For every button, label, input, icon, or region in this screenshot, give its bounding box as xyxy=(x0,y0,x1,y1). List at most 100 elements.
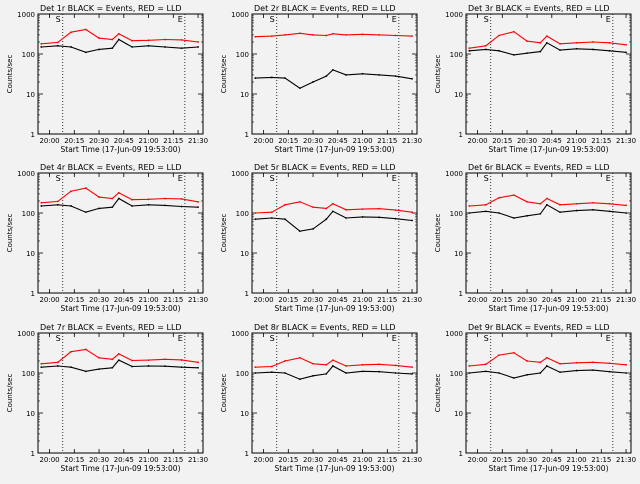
y-tick-label: 1 xyxy=(245,290,249,298)
data-point-events xyxy=(526,214,528,217)
x-tick-label: 21:15 xyxy=(377,137,397,145)
x-tick-label: 20:45 xyxy=(542,456,562,464)
data-point-lld xyxy=(312,34,314,36)
data-point-events xyxy=(625,51,627,54)
x-tick-label: 20:45 xyxy=(328,137,348,145)
data-point-lld xyxy=(512,351,515,354)
data-point-lld xyxy=(526,40,528,43)
data-point-events xyxy=(164,204,166,207)
x-tick-label: 21:30 xyxy=(616,296,636,304)
data-point-events xyxy=(625,372,627,374)
y-tick-label: 100 xyxy=(450,370,463,378)
x-tick-label: 21:00 xyxy=(566,456,586,464)
data-point-events xyxy=(131,205,133,207)
data-point-events xyxy=(484,48,487,51)
data-point-lld xyxy=(498,196,500,199)
x-tick-label: 21:15 xyxy=(591,296,611,304)
series-line-lld xyxy=(469,31,627,49)
data-point-events xyxy=(164,365,166,368)
series-line-lld xyxy=(41,348,199,365)
data-point-events xyxy=(394,217,397,220)
x-tick-label: 20:00 xyxy=(39,137,59,145)
chart-title: Det 9r BLACK = Events, RED = LLD xyxy=(468,323,610,332)
data-point-lld xyxy=(325,363,328,366)
x-tick-label: 21:15 xyxy=(163,296,183,304)
x-tick-label: 20:00 xyxy=(467,296,487,304)
data-point-events xyxy=(70,366,72,369)
data-point-events xyxy=(331,365,334,367)
data-point-events xyxy=(361,370,364,373)
data-point-lld xyxy=(498,354,500,357)
x-tick-label: 20:45 xyxy=(542,296,562,304)
series-line-events xyxy=(41,38,199,53)
data-point-lld xyxy=(117,191,120,194)
x-axis-label: Start Time (17-Jun-09 19:53:00) xyxy=(489,304,609,313)
data-point-events xyxy=(270,217,273,219)
data-point-lld xyxy=(312,362,314,365)
data-point-lld xyxy=(84,187,87,189)
series-line-events xyxy=(255,210,413,232)
data-point-lld xyxy=(545,197,548,200)
x-tick-label: 21:00 xyxy=(138,456,158,464)
data-point-events xyxy=(131,365,133,368)
data-point-events xyxy=(411,372,413,375)
data-point-events xyxy=(284,77,286,79)
y-tick-label: 10 xyxy=(26,410,35,418)
x-tick-label: 21:00 xyxy=(138,137,158,145)
plot-frame xyxy=(37,172,204,294)
data-point-lld xyxy=(98,356,100,359)
data-point-events xyxy=(608,49,611,52)
chart-panel-6: Det 6r BLACK = Events, RED = LLD S E 20:00 2… xyxy=(434,163,636,313)
chart-panel-9: Det 9r BLACK = Events, RED = LLD S E 20:00 2… xyxy=(434,323,636,473)
y-tick-label: 1000 xyxy=(17,11,35,19)
chart-title: Det 3r BLACK = Events, RED = LLD xyxy=(468,4,610,13)
data-point-lld xyxy=(559,203,561,206)
data-point-events xyxy=(298,230,301,233)
data-point-lld xyxy=(111,197,114,200)
x-tick-label: 20:45 xyxy=(114,456,134,464)
y-axis-label: Counts/sec xyxy=(434,374,442,413)
data-point-lld xyxy=(131,198,133,201)
y-tick-label: 100 xyxy=(22,51,35,59)
x-tick-label: 20:15 xyxy=(278,137,298,145)
marker-label: S xyxy=(270,15,275,24)
data-point-lld xyxy=(468,205,471,207)
x-tick-label: 21:00 xyxy=(138,296,158,304)
data-point-events xyxy=(539,212,542,215)
data-point-events xyxy=(98,368,100,371)
data-point-lld xyxy=(147,198,150,201)
series-line-events xyxy=(41,359,199,372)
data-point-lld xyxy=(608,202,611,205)
data-point-lld xyxy=(592,361,594,364)
x-tick-label: 21:30 xyxy=(616,137,636,145)
x-tick-label: 20:15 xyxy=(492,296,512,304)
plot-frame xyxy=(251,13,418,135)
x-tick-label: 20:45 xyxy=(542,137,562,145)
data-point-events xyxy=(468,372,471,374)
data-point-lld xyxy=(361,208,364,211)
plot-frame xyxy=(465,332,632,454)
chart-title: Det 2r BLACK = Events, RED = LLD xyxy=(254,4,396,13)
data-point-events xyxy=(394,372,397,374)
data-point-events xyxy=(298,87,301,90)
data-point-lld xyxy=(270,211,273,214)
data-point-events xyxy=(345,74,347,76)
x-tick-label: 20:00 xyxy=(39,456,59,464)
data-point-lld xyxy=(608,41,611,44)
data-point-events xyxy=(526,373,528,376)
data-point-events xyxy=(298,378,301,381)
data-point-lld xyxy=(147,359,150,362)
chart-title: Det 8r BLACK = Events, RED = LLD xyxy=(254,323,396,332)
data-point-events xyxy=(394,75,397,78)
data-point-lld xyxy=(164,197,166,200)
x-axis-label: Start Time (17-Jun-09 19:53:00) xyxy=(61,464,181,473)
series-line-lld xyxy=(469,352,627,367)
plot-frame xyxy=(37,13,204,135)
data-point-lld xyxy=(197,200,199,203)
x-tick-label: 21:00 xyxy=(566,296,586,304)
marker-label: E xyxy=(392,15,397,24)
data-point-lld xyxy=(56,200,59,203)
data-point-events xyxy=(608,370,611,373)
data-point-lld xyxy=(512,30,515,33)
x-tick-label: 20:00 xyxy=(253,456,273,464)
